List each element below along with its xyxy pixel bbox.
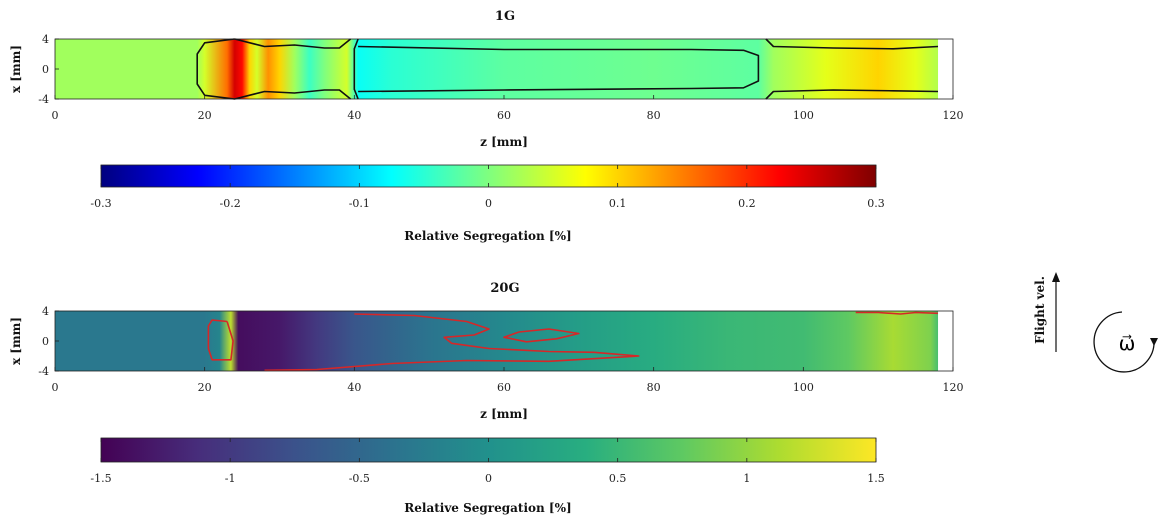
y-tick-label: 4 — [42, 33, 49, 46]
y-axis-label: x [mm] — [9, 45, 23, 93]
contour-lines — [207, 311, 939, 372]
y-tick-label: 0 — [42, 63, 49, 76]
rotation-annotation: ω⃗ — [1093, 311, 1158, 373]
x-tick-label: 0 — [52, 381, 59, 394]
chart-title: 20G — [490, 281, 519, 296]
colorbar-label: Relative Segregation [%] — [404, 501, 571, 515]
x-tick-label: 80 — [647, 109, 661, 122]
colorbar-ticks: -1.5 -1 -0.5 0 0.5 1 1.5 — [90, 438, 885, 485]
colorbar-tick-label: -0.1 — [349, 197, 370, 210]
x-tick-label: 40 — [347, 381, 361, 394]
y-tick-label: -4 — [38, 365, 49, 378]
arrow-head-icon — [1052, 272, 1060, 282]
contour-line — [855, 311, 939, 315]
x-tick-label: 20 — [198, 109, 212, 122]
x-axis: 0 20 40 60 80 100 120 — [52, 95, 964, 122]
contour-lines — [196, 38, 939, 100]
panel-20g: 20G 0 20 40 60 80 100 120 40-4 z [mm] x [mm] -… — [9, 281, 964, 515]
rotation-arrow-head-icon — [1150, 338, 1158, 346]
heatmap-field — [55, 311, 939, 371]
colorbar-tick-label: 0.3 — [867, 197, 885, 210]
y-axis: 4 0 -4 — [38, 305, 59, 378]
rotation-arc-icon — [1093, 311, 1155, 373]
colorbar-tick-label: -1.5 — [90, 472, 111, 485]
x-tick-label: 40 — [347, 109, 361, 122]
y-tick-label: -4 — [38, 93, 49, 106]
colorbar-tick-label: 1 — [743, 472, 750, 485]
y-axis-label: x [mm] — [9, 317, 23, 365]
colorbar-tick-label: -1 — [225, 472, 236, 485]
x-axis-label: z [mm] — [480, 407, 528, 421]
contour-line — [234, 38, 352, 49]
colorbar-tick-label: -0.3 — [90, 197, 111, 210]
x-tick-label: 20 — [198, 381, 212, 394]
x-axis: 0 20 40 60 80 100 120 — [52, 367, 964, 394]
x-tick-label: 120 — [943, 381, 964, 394]
colorbar-tick-label: 0 — [485, 472, 492, 485]
colorbar-tick-label: 1.5 — [867, 472, 885, 485]
contour-line — [765, 38, 939, 50]
contour-line — [207, 319, 234, 361]
colorbar-ticks: -0.3 -0.2 -0.1 0 0.1 0.2 0.3 — [90, 165, 885, 210]
x-tick-label: 60 — [497, 381, 511, 394]
x-tick-label: 100 — [793, 381, 814, 394]
panel-1g: 1G 0 20 40 60 80 100 120 40-4 z [mm] x [mm] -0… — [9, 9, 964, 243]
x-tick-label: 60 — [497, 109, 511, 122]
colorbar-tick-label: 0.1 — [609, 197, 627, 210]
colorbar-tick-label: 0 — [485, 197, 492, 210]
y-tick-label: 4 — [42, 305, 49, 318]
x-tick-label: 100 — [793, 109, 814, 122]
contour-line — [765, 89, 939, 100]
y-axis: 4 0 -4 — [38, 33, 59, 106]
chart-title: 1G — [495, 9, 515, 24]
colorbar-label: Relative Segregation [%] — [404, 229, 571, 243]
contour-line — [353, 38, 359, 100]
contour-line — [503, 328, 580, 343]
x-axis-label: z [mm] — [480, 135, 528, 149]
x-tick-label: 80 — [647, 381, 661, 394]
flight-velocity-label: Flight vel. — [1033, 276, 1047, 344]
omega-symbol: ω⃗ — [1119, 331, 1136, 355]
colorbar-tick-label: 0.2 — [738, 197, 756, 210]
x-tick-label: 0 — [52, 109, 59, 122]
contour-line — [358, 45, 760, 93]
colorbar-tick-label: -0.5 — [349, 472, 370, 485]
colorbar-tick-label: 0.5 — [609, 472, 627, 485]
flight-velocity-annotation: Flight vel. — [1033, 272, 1060, 352]
colorbar-tick-label: -0.2 — [220, 197, 241, 210]
x-tick-label: 120 — [943, 109, 964, 122]
y-tick-label: 0 — [42, 335, 49, 348]
contour-line — [264, 313, 640, 372]
